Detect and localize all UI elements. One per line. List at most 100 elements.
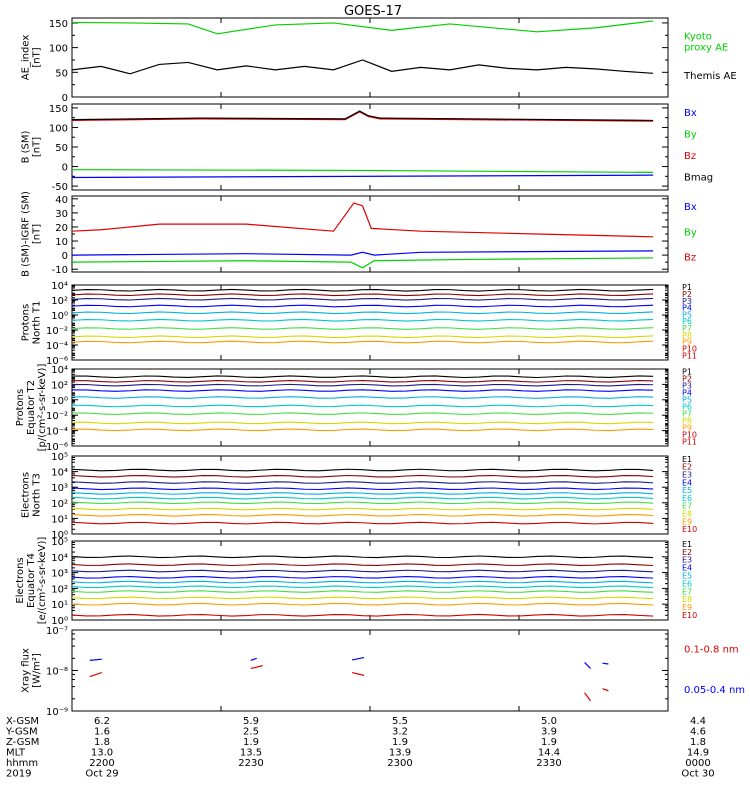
x-axis-value: 5.9: [243, 716, 259, 727]
y-tick-label: 100: [49, 123, 68, 134]
x-axis-row-label: X-GSM: [6, 716, 39, 727]
series-line: [71, 375, 654, 379]
y-tick-label: 10²: [51, 584, 68, 595]
panel-3: -10 0 10 20 30 40 B (SM)-IGRF (SM) [nT] Bx By Bz: [21, 191, 697, 277]
legend-label: P3: [682, 297, 692, 306]
panel-frame: [71, 17, 669, 98]
legend-label: E6: [682, 494, 692, 503]
series-line: [71, 318, 654, 322]
y-tick-label: 50: [55, 143, 68, 154]
y-axis-title: Electrons: [15, 557, 26, 603]
x-axis-value: Oct 29: [85, 769, 118, 780]
y-tick-label: 150: [49, 19, 68, 30]
panel-frame: [71, 195, 669, 273]
series-line: [71, 396, 654, 399]
y-tick-label: 0: [62, 251, 68, 262]
y-axis-title: Electrons: [21, 472, 32, 518]
y-axis-title: North T1: [32, 301, 43, 345]
y-tick-label: 150: [49, 104, 68, 115]
legend-label: P6: [682, 317, 692, 326]
figure-title: GOES-17: [344, 4, 402, 19]
legend-label: By: [684, 129, 697, 140]
legend-label: 0.1-0.8 nm: [684, 644, 739, 655]
legend-label: E4: [682, 478, 692, 487]
legend-label: E2: [682, 463, 692, 472]
xray-segment: [250, 665, 263, 670]
x-axis-value: 13.0: [91, 748, 113, 759]
series-line: [71, 555, 654, 559]
series-line: [71, 428, 654, 432]
series-line: [71, 513, 654, 517]
y-tick-label: 10³: [51, 569, 68, 580]
y-axis-title: [nT]: [32, 137, 43, 157]
legend-label: E3: [682, 556, 692, 565]
y-axis-title: Equator T4: [26, 553, 37, 608]
xray-segment: [602, 688, 609, 692]
y-tick-label: 10⁴: [51, 553, 68, 564]
y-tick-label: 10⁴: [51, 468, 68, 479]
legend-label: P2: [682, 374, 692, 383]
series-line: [71, 110, 654, 122]
series-line: [71, 487, 654, 491]
y-tick-label: 10⁰: [51, 616, 68, 627]
series-line: [71, 501, 654, 505]
y-tick-label: 10²: [51, 380, 68, 391]
y-tick-label: 10⁻⁶: [46, 356, 68, 367]
series-line: [71, 481, 654, 484]
series-line: [71, 202, 654, 238]
xray-segment: [250, 657, 257, 661]
legend-label: E10: [682, 525, 697, 534]
panel-4: 10⁻⁶ 10⁻⁴ 10⁻² 10⁰ 10² 10⁴ Protons North T1 P1P2…: [21, 281, 698, 367]
legend-label: P1: [682, 283, 692, 292]
legend-label: Themis AE: [683, 71, 737, 82]
series-line: [71, 602, 654, 606]
series-line: [71, 340, 654, 344]
legend-label: Kyoto: [684, 32, 712, 43]
x-axis-value: 2200: [89, 758, 114, 769]
panel-frame: [71, 540, 669, 621]
panel-2: -50 0 50 100 150 B (SM) [nT] Bx By Bz Bmag: [21, 103, 713, 193]
series-line: [71, 474, 654, 478]
legend-label: E7: [682, 587, 692, 596]
series-line: [71, 257, 654, 269]
y-tick-label: 100: [49, 44, 68, 55]
legend-label: Bz: [684, 253, 696, 264]
legend-label: P1: [682, 367, 692, 376]
panel-8: 10⁻⁹ 10⁻⁸ 10⁻⁷ Xray flux [W/m²] 0.1-0.8 nm 0.0…: [21, 626, 746, 718]
series-line: [71, 293, 654, 297]
series-line: [71, 521, 654, 525]
panel-frame: [71, 284, 669, 361]
y-tick-label: 10⁵: [51, 452, 68, 463]
legend-label: P7: [682, 324, 692, 333]
x-axis-value: 13.5: [240, 748, 262, 759]
y-tick-label: 10⁵: [51, 537, 68, 548]
y-tick-label: 10⁰: [51, 311, 68, 322]
series-line: [71, 496, 654, 500]
y-axis-title: AE_index: [21, 35, 32, 81]
legend-label: E1: [682, 455, 692, 464]
y-tick-label: 30: [55, 209, 68, 220]
x-axis-value: 2300: [387, 758, 412, 769]
series-line: [71, 575, 654, 579]
legend-label: E3: [682, 470, 692, 479]
x-axis-value: 1.6: [94, 727, 110, 738]
series-line: [71, 507, 654, 511]
series-line: [71, 613, 654, 617]
legend-label: E2: [682, 548, 692, 557]
legend-label: P5: [682, 395, 692, 404]
y-tick-label: 10⁻²: [46, 411, 68, 422]
legend-label: P7: [682, 409, 692, 418]
y-tick-label: 10⁻⁸: [46, 667, 68, 678]
y-tick-label: 10⁴: [51, 365, 68, 376]
series-line: [71, 20, 654, 35]
legend-label: E5: [682, 486, 692, 495]
xray-segment: [89, 658, 102, 661]
xray-segment: [352, 656, 365, 661]
series-line: [71, 404, 654, 408]
legend-label: P6: [682, 402, 692, 411]
y-tick-label: 10⁻⁷: [46, 626, 68, 637]
series-line: [71, 590, 654, 593]
